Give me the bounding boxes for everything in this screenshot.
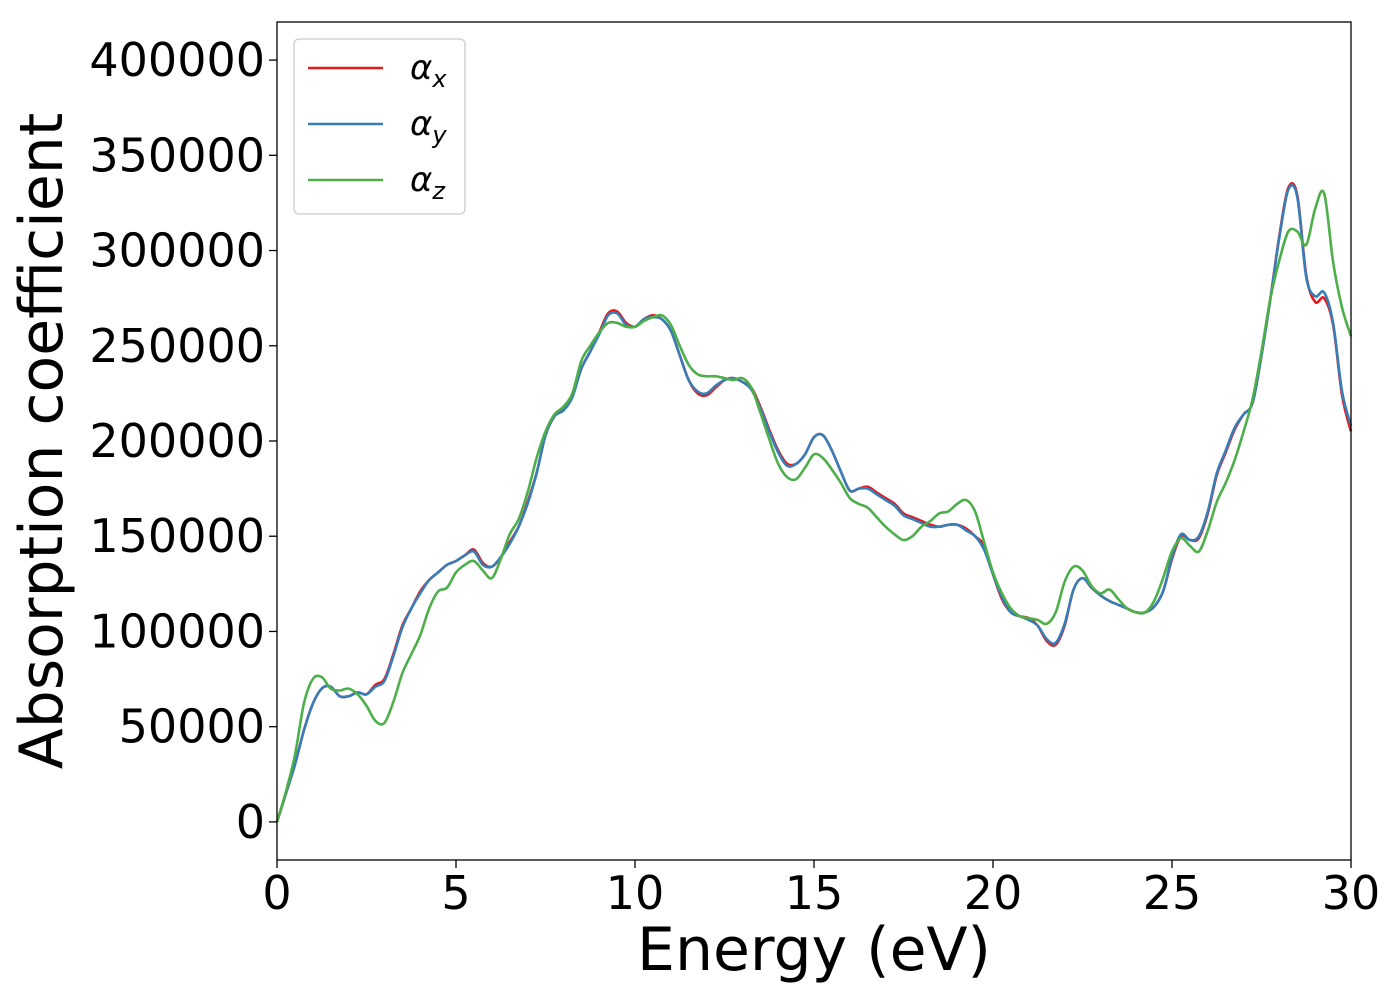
- x-tick-label: 20: [964, 866, 1023, 920]
- x-tick-label: 0: [262, 866, 291, 920]
- legend-subscript: x: [431, 65, 447, 93]
- y-axis-title: Absorption coefficient: [7, 113, 77, 770]
- y-tick-label: 150000: [89, 509, 265, 563]
- legend-label-alpha-y: αy: [410, 104, 447, 149]
- y-tick-label: 200000: [89, 414, 265, 468]
- x-tick-label: 10: [606, 866, 665, 920]
- legend-label-alpha-x: αx: [410, 48, 447, 93]
- legend-box: [293, 38, 466, 215]
- series-line-alpha-z: [275, 189, 1353, 823]
- legend-symbol: α: [410, 160, 432, 200]
- y-tick-label: 100000: [89, 604, 265, 658]
- x-axis-title: Energy (eV): [637, 915, 991, 985]
- y-tick-label: 400000: [89, 33, 265, 87]
- x-tick-label: 30: [1322, 866, 1381, 920]
- x-tick-label: 15: [785, 866, 844, 920]
- series-layer: [275, 182, 1353, 823]
- legend-subscript: z: [431, 177, 446, 205]
- legend-symbol: α: [410, 48, 432, 88]
- x-tick-label: 25: [1143, 866, 1202, 920]
- x-tick-label: 5: [441, 866, 470, 920]
- series-line-alpha-y: [275, 183, 1353, 823]
- legend-subscript: y: [431, 121, 447, 149]
- y-tick-label: 0: [236, 795, 265, 849]
- y-tick-label: 300000: [89, 224, 265, 278]
- x-axis: 0 5 10 15 20 25 30: [262, 860, 1380, 920]
- y-tick-label: 50000: [119, 700, 265, 754]
- y-tick-label: 250000: [89, 319, 265, 373]
- legend-symbol: α: [410, 104, 432, 144]
- y-axis: 0 50000 100000 150000 200000 250000 300000 3500…: [89, 33, 277, 849]
- legend-label-alpha-z: αz: [410, 160, 446, 205]
- y-tick-label: 350000: [89, 128, 265, 182]
